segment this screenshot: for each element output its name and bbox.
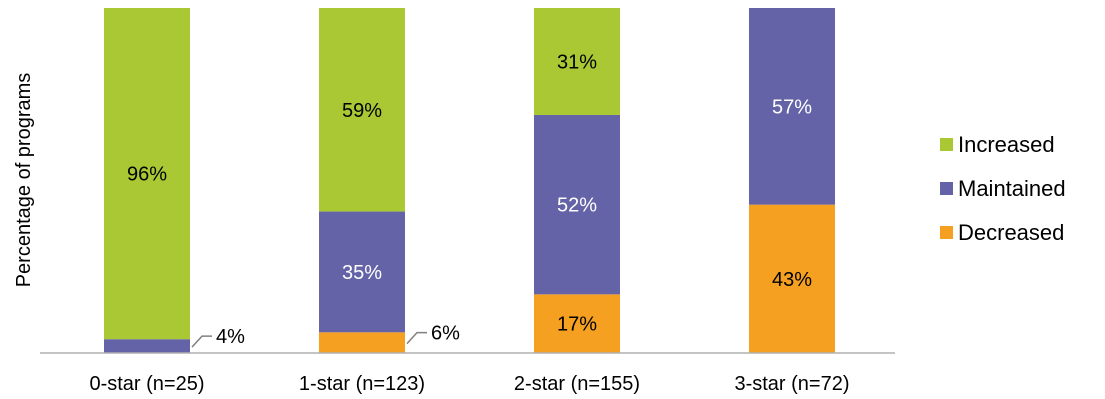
data-label-increased-1: 59% — [342, 100, 382, 122]
data-label-decreased-1: 6% — [431, 323, 460, 345]
bar-maintained-2 — [534, 114, 620, 295]
bar-increased-2 — [534, 8, 620, 115]
x-tick-labels-group: 0-star (n=25) 1-star (n=123) 2-star (n=155… — [89, 373, 849, 395]
legend-item-decreased: Decreased — [940, 220, 1064, 245]
y-axis-title: Percentage of programs — [13, 73, 35, 288]
data-label-maintained-0: 4% — [216, 326, 245, 348]
data-label-decreased-3: 43% — [772, 269, 812, 291]
legend-label-increased: Increased — [958, 132, 1055, 157]
leader-line-1 — [406, 331, 427, 345]
legend-swatch-decreased — [940, 226, 953, 239]
legend-label-maintained: Maintained — [958, 176, 1066, 201]
bars-group — [104, 8, 835, 353]
x-tick-label-3: 3-star (n=72) — [734, 373, 849, 395]
data-label-maintained-2: 52% — [557, 195, 597, 217]
data-label-increased-2: 31% — [557, 51, 597, 73]
data-label-increased-0: 96% — [127, 164, 167, 186]
x-tick-label-1: 1-star (n=123) — [299, 373, 425, 395]
x-tick-label-2: 2-star (n=155) — [514, 373, 640, 395]
bar-decreased-2 — [534, 294, 620, 353]
legend-label-decreased: Decreased — [958, 220, 1064, 245]
leader-line-0 — [191, 335, 212, 348]
bar-increased-1 — [319, 8, 405, 212]
data-label-decreased-2: 17% — [557, 314, 597, 336]
legend-item-increased: Increased — [940, 132, 1055, 157]
data-label-maintained-3: 57% — [772, 96, 812, 118]
bar-increased-0 — [104, 8, 190, 340]
bar-maintained-1 — [319, 211, 405, 333]
bar-maintained-3 — [749, 8, 835, 205]
bar-decreased-3 — [749, 204, 835, 353]
legend-item-maintained: Maintained — [940, 176, 1066, 201]
bar-maintained-0 — [104, 339, 190, 353]
bar-decreased-1 — [319, 332, 405, 353]
legend-swatch-increased — [940, 138, 953, 151]
x-tick-label-0: 0-star (n=25) — [89, 373, 204, 395]
legend-swatch-maintained — [940, 182, 953, 195]
segment-labels-group: 4% 96% 6% 35% 59% 17% 52% 31% 43% 57% — [127, 51, 812, 348]
legend: Increased Maintained Decreased — [940, 132, 1066, 245]
data-label-maintained-1: 35% — [342, 262, 382, 284]
